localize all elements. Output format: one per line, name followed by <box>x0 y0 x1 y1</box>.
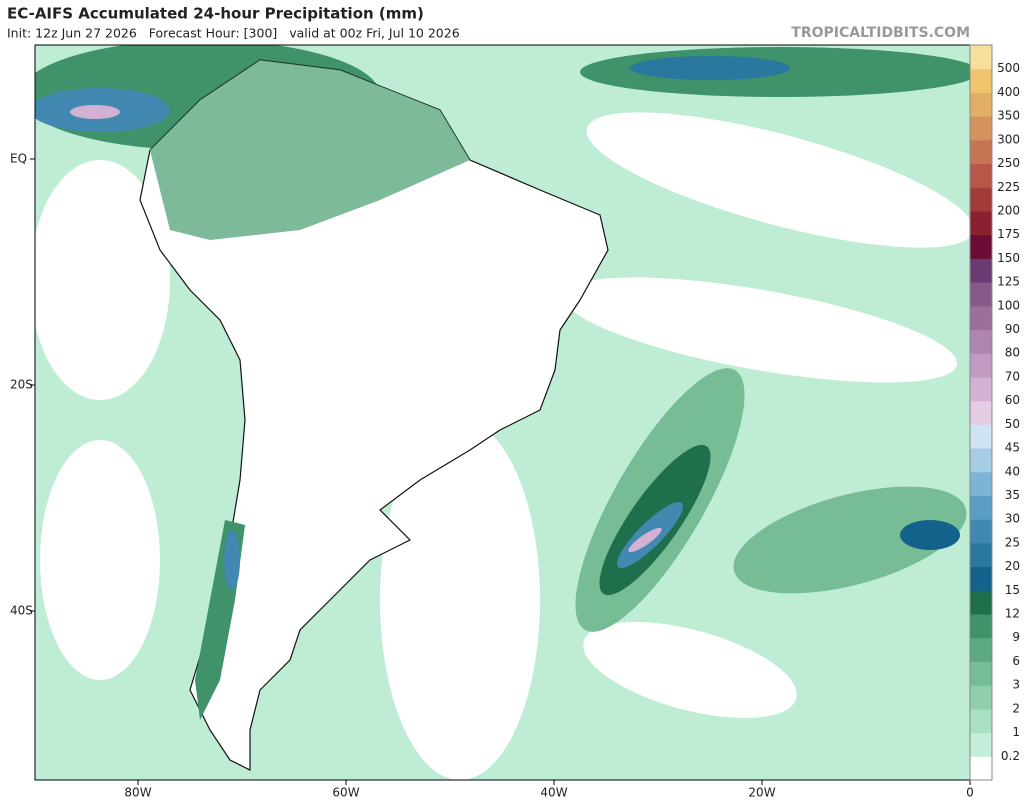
colorbar-swatch <box>970 637 992 662</box>
lon-label: 20W <box>748 786 775 800</box>
title: EC-AIFS Accumulated 24-hour Precipitatio… <box>7 5 424 23</box>
dry-area <box>562 277 958 383</box>
colorbar-label: 9 <box>1012 630 1020 644</box>
colorbar-label: 1 <box>1012 725 1020 739</box>
colorbar-label: 2 <box>1012 701 1020 715</box>
colorbar-label: 70 <box>1005 369 1020 383</box>
colorbar-swatch <box>970 495 992 520</box>
colorbar-swatch <box>970 424 992 449</box>
colorbar-label: 225 <box>997 180 1020 194</box>
colorbar-swatch <box>970 68 992 93</box>
colorbar-label: 0.2 <box>1001 749 1020 763</box>
colorbar-swatch <box>970 542 992 568</box>
colorbar-label: 12 <box>1005 607 1020 621</box>
lat-label: 40S <box>10 604 33 618</box>
colorbar-label: 100 <box>997 298 1020 312</box>
colorbar-label: 150 <box>997 251 1020 265</box>
colorbar-swatch <box>970 590 992 615</box>
colorbar-label: 3 <box>1012 678 1020 692</box>
colorbar-label: 40 <box>1005 464 1020 478</box>
dry-area <box>586 112 970 248</box>
colorbar-label: 80 <box>1005 346 1020 360</box>
land-precip <box>224 530 240 590</box>
colorbar-swatch <box>970 519 992 544</box>
colorbar-swatch <box>970 187 992 212</box>
colorbar-label: 90 <box>1005 322 1020 336</box>
colorbar-label: 25 <box>1005 535 1020 549</box>
colorbar-swatch <box>970 566 992 591</box>
colorbar-swatch <box>970 614 992 639</box>
colorbar-label: 400 <box>997 85 1020 99</box>
colorbar-swatch <box>970 92 992 117</box>
colorbar-label: 300 <box>997 132 1020 146</box>
colorbar-swatch <box>970 685 992 710</box>
colorbar-swatch <box>970 258 992 283</box>
lon-label: 80W <box>124 786 151 800</box>
colorbar-swatch <box>970 139 992 165</box>
colorbar-swatch <box>970 305 992 331</box>
colorbar-label: 500 <box>997 61 1020 75</box>
wet-area <box>733 486 967 594</box>
lat-label: 20S <box>10 378 33 392</box>
colorbar-label: 35 <box>1005 488 1020 502</box>
colorbar-swatch <box>970 45 992 70</box>
lat-label: EQ <box>10 152 27 166</box>
colorbar-swatch <box>970 282 992 307</box>
colorbar: 0.21236912152025303540455060708090100125… <box>969 44 1020 781</box>
colorbar-label: 175 <box>997 227 1020 241</box>
subtitle: Init: 12z Jun 27 2026 Forecast Hour: [30… <box>7 26 460 41</box>
colorbar-swatch <box>970 329 992 354</box>
wet-area <box>630 56 790 80</box>
colorbar-label: 250 <box>997 156 1020 170</box>
colorbar-swatch <box>970 376 992 402</box>
land-precip <box>150 60 470 240</box>
wet-area <box>900 520 960 550</box>
colorbar-label: 45 <box>1005 441 1020 455</box>
colorbar-swatch <box>970 163 992 188</box>
axes: EQ 20S 40S 80W 60W 40W 20W 0 <box>10 152 974 800</box>
colorbar-frame <box>969 44 993 781</box>
map <box>35 45 970 780</box>
colorbar-swatch <box>970 116 992 141</box>
lon-label: 0 <box>966 786 974 800</box>
colorbar-label: 125 <box>997 275 1020 289</box>
colorbar-swatch <box>970 661 992 686</box>
colorbar-swatch <box>970 234 992 259</box>
colorbar-label: 60 <box>1005 393 1020 407</box>
colorbar-label: 30 <box>1005 512 1020 526</box>
colorbar-swatch <box>970 732 992 757</box>
colorbar-label: 15 <box>1005 583 1020 597</box>
lon-label: 40W <box>540 786 567 800</box>
colorbar-swatch <box>970 210 992 236</box>
dry-area <box>35 160 170 400</box>
wet-area <box>628 527 662 553</box>
colorbar-swatch <box>970 448 992 473</box>
dry-area <box>380 420 540 780</box>
south-america <box>139 59 609 771</box>
colorbar-swatch <box>970 756 992 781</box>
colorbar-label: 20 <box>1005 559 1020 573</box>
colorbar-label: 200 <box>997 203 1020 217</box>
colorbar-swatch <box>970 471 992 496</box>
colorbar-swatch <box>970 353 992 378</box>
lon-label: 60W <box>332 786 359 800</box>
source: TROPICALTIDBITS.COM <box>791 25 970 41</box>
colorbar-label: 6 <box>1012 654 1020 668</box>
colorbar-swatch <box>970 400 992 425</box>
colorbar-label: 350 <box>997 109 1020 123</box>
wet-area <box>70 105 120 119</box>
colorbar-label: 50 <box>1005 417 1020 431</box>
colorbar-swatch <box>970 708 992 734</box>
dry-area <box>583 622 797 718</box>
dry-area <box>40 440 160 680</box>
